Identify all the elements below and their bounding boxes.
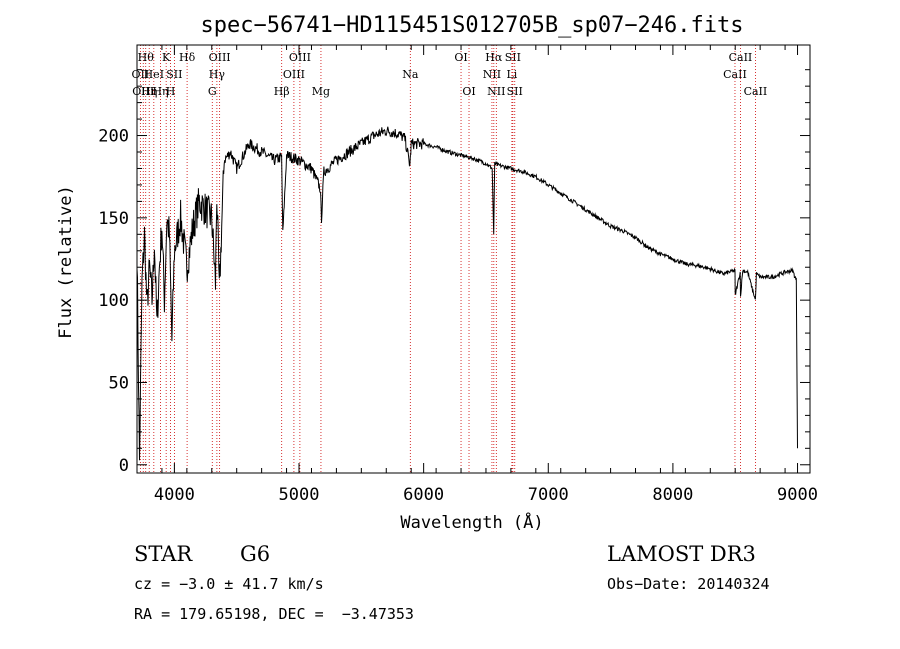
marker-label: K — [162, 51, 171, 64]
marker-label: Hβ — [274, 85, 290, 98]
marker-label: OI — [462, 85, 475, 98]
x-axis-label: Wavelength (Å) — [400, 511, 543, 533]
object-class: STAR — [134, 542, 193, 566]
marker-label: CaII — [723, 68, 747, 81]
x-tick-label: 8000 — [652, 485, 693, 505]
y-tick-label: 50 — [109, 373, 129, 393]
y-axis-label: Flux (relative) — [56, 185, 76, 339]
obs-date: Obs−Date: 20140324 — [607, 575, 770, 593]
redshift-text: cz = −3.0 ± 41.7 km/s — [134, 575, 324, 593]
marker-label: Mg — [312, 85, 330, 98]
marker-label: Hα — [485, 51, 503, 64]
marker-label: OIII — [289, 51, 311, 64]
marker-label: SII — [507, 85, 523, 98]
chart-title: spec−56741−HD115451S012705B_sp07−246.fit… — [200, 13, 743, 38]
marker-label: NII — [483, 68, 501, 81]
x-tick-label: 7000 — [528, 485, 569, 505]
y-tick-label: 150 — [98, 209, 129, 229]
survey-name: LAMOST DR3 — [607, 542, 756, 566]
marker-label: G — [208, 85, 217, 98]
marker-label: Hη — [152, 85, 168, 98]
plot-area — [136, 126, 798, 461]
y-tick-label: 200 — [98, 127, 129, 147]
x-tick-label: 9000 — [777, 485, 818, 505]
y-tick-label: 0 — [119, 456, 129, 476]
x-tick-label: 5000 — [279, 485, 320, 505]
x-tick-label: 6000 — [403, 485, 444, 505]
marker-label: CaII — [729, 51, 753, 64]
marker-label: Hγ — [209, 68, 226, 81]
marker-label: NII — [487, 85, 505, 98]
marker-label: Na — [402, 68, 419, 81]
marker-label: OIII — [209, 51, 231, 64]
marker-label: OI — [454, 51, 467, 64]
plot-frame — [136, 44, 811, 474]
y-tick-label: 100 — [98, 291, 129, 311]
marker-label: CaII — [744, 85, 768, 98]
spectrum-line — [136, 126, 798, 461]
marker-label: OII — [132, 68, 150, 81]
marker-label: SII — [505, 51, 521, 64]
marker-label: Li — [506, 68, 517, 81]
marker-label: Hδ — [179, 51, 196, 64]
axes: 4000 5000 6000 7000 8000 9000 0 50 100 150 200 — [98, 44, 818, 505]
marker-label: HeI — [144, 68, 164, 81]
coordinates: RA = 179.65198, DEC = −3.47353 — [134, 605, 414, 623]
marker-label: Hθ — [138, 51, 155, 64]
marker-label: SII — [166, 68, 182, 81]
marker-label: H — [166, 85, 176, 98]
object-subclass: G6 — [240, 542, 271, 566]
marker-label: OIII — [283, 68, 305, 81]
marker-label: OIII — [132, 85, 154, 98]
x-tick-label: 4000 — [154, 485, 195, 505]
marker-label: Hη — [141, 85, 157, 98]
